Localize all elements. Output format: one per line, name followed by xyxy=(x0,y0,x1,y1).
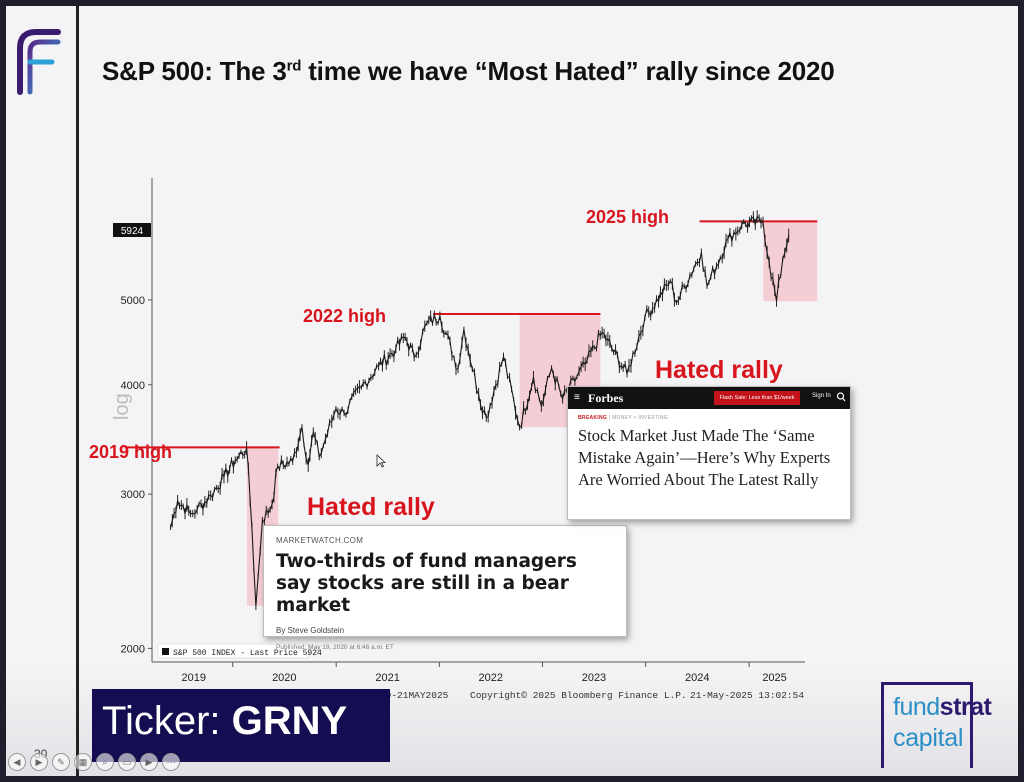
forbes-header-bar: ≡ Forbes Flash Sale: Less than $1/week S… xyxy=(568,387,850,409)
ticker-text: Ticker: GRNY xyxy=(102,699,347,744)
forbes-flash-sale: Flash Sale: Less than $1/week xyxy=(714,391,800,405)
ticker-symbol: GRNY xyxy=(231,699,348,743)
marketwatch-published: Published: May 19, 2020 at 6:46 a.m. ET xyxy=(276,644,394,651)
label-2025-high: 2025 high xyxy=(586,207,669,227)
zoom-icon[interactable]: ⌕ xyxy=(96,753,114,771)
prev-slide-icon[interactable]: ◀ xyxy=(8,753,26,771)
camera-icon[interactable]: ▶ xyxy=(140,753,158,771)
presentation-controls: ◀ ▶ ✎ ▦ ⌕ ▭ ▶ ⋯ xyxy=(8,753,180,771)
more-icon[interactable]: ⋯ xyxy=(162,753,180,771)
forbes-body: BREAKING | MONEY > INVESTING Stock Marke… xyxy=(568,409,850,497)
y-tick-label: 2000 xyxy=(121,643,145,655)
forbes-breadcrumb: BREAKING | MONEY > INVESTING xyxy=(578,415,840,421)
x-axis: 2019 2020 2021 2022 2023 2024 2025 xyxy=(181,662,787,684)
slide-left-divider xyxy=(76,6,79,776)
ticker-banner: Ticker: GRNY xyxy=(92,689,390,762)
x-tick-label: 2025 xyxy=(762,672,786,684)
grid-icon[interactable]: ▦ xyxy=(74,753,92,771)
subtitles-icon[interactable]: ▭ xyxy=(118,753,136,771)
marketwatch-source: MARKETWATCH.COM xyxy=(276,536,364,545)
forbes-article-card: ≡ Forbes Flash Sale: Less than $1/week S… xyxy=(567,386,851,520)
fundstrat-logo-edge xyxy=(881,682,884,768)
slide-title: S&P 500: The 3rd time we have “Most Hate… xyxy=(102,56,835,87)
marketwatch-article-card: MARKETWATCH.COM Two-thirds of fund manag… xyxy=(263,525,627,651)
footer-right: 21-May-2025 13:02:54 xyxy=(690,690,804,701)
y-axis: 2000 3000 4000 5000 xyxy=(121,295,152,655)
slide-title-start: S&P 500: The 3 xyxy=(102,56,287,86)
footer-center: Copyright© 2025 Bloomberg Finance L.P. xyxy=(470,690,687,701)
ticker-label: Ticker: xyxy=(102,699,232,743)
logo-strat: strat xyxy=(939,693,992,721)
fundstrat-logo-line2: capital xyxy=(893,724,964,752)
next-slide-icon[interactable]: ▶ xyxy=(30,753,48,771)
label-hated-rally-2020: Hated rally xyxy=(307,493,435,521)
label-2022-high: 2022 high xyxy=(303,306,386,326)
logo-fund: fund xyxy=(893,693,940,721)
fundstrat-logo-line1: fundstrat xyxy=(893,693,992,722)
forbes-brand: Forbes xyxy=(588,391,624,405)
marketwatch-byline: By Steve Goldstein xyxy=(276,626,345,635)
spx-price-line xyxy=(169,215,790,606)
forbes-headline: Stock Market Just Made The ‘Same Mistake… xyxy=(578,426,831,489)
mouse-cursor-icon xyxy=(376,454,386,468)
y-tick-label: 4000 xyxy=(121,380,145,392)
shaded-region-3 xyxy=(763,221,818,302)
last-price-label: 5924 xyxy=(121,226,144,237)
label-2019-high: 2019 high xyxy=(89,442,172,462)
slide-title-superscript: rd xyxy=(286,57,302,75)
reference-lines xyxy=(124,220,818,449)
legend-text: S&P 500 INDEX - Last Price 5924 xyxy=(173,649,322,658)
axis-watermark: log xyxy=(111,393,133,420)
y-tick-label: 3000 xyxy=(121,489,145,501)
menu-icon: ≡ xyxy=(574,392,580,403)
x-tick-label: 2022 xyxy=(479,672,503,684)
pen-icon[interactable]: ✎ xyxy=(52,753,70,771)
search-icon xyxy=(836,392,846,402)
x-tick-label: 2020 xyxy=(272,672,296,684)
fundstrat-f-logo-icon xyxy=(17,29,61,95)
marketwatch-headline: Two-thirds of fund managers say stocks a… xyxy=(276,551,577,616)
x-tick-label: 2024 xyxy=(685,672,709,684)
chart-frame xyxy=(151,178,805,663)
chart-legend: S&P 500 INDEX - Last Price 5924 xyxy=(157,643,322,659)
y-tick-label: 5000 xyxy=(121,295,145,307)
forbes-breaking: BREAKING xyxy=(578,415,608,421)
price-line-layer xyxy=(169,210,790,611)
x-tick-label: 2021 xyxy=(375,672,399,684)
forbes-sign-in: Sign In xyxy=(812,393,831,399)
slide-title-end: time we have “Most Hated” rally since 20… xyxy=(301,56,835,86)
fundstrat-logo-frame xyxy=(881,682,973,768)
x-tick-label: 2023 xyxy=(582,672,606,684)
label-hated-rally-2023: Hated rally xyxy=(655,356,783,384)
last-price-tag: 5924 xyxy=(113,223,151,237)
forbes-crumbs: | MONEY > INVESTING xyxy=(608,415,669,421)
x-tick-label: 2019 xyxy=(181,672,205,684)
